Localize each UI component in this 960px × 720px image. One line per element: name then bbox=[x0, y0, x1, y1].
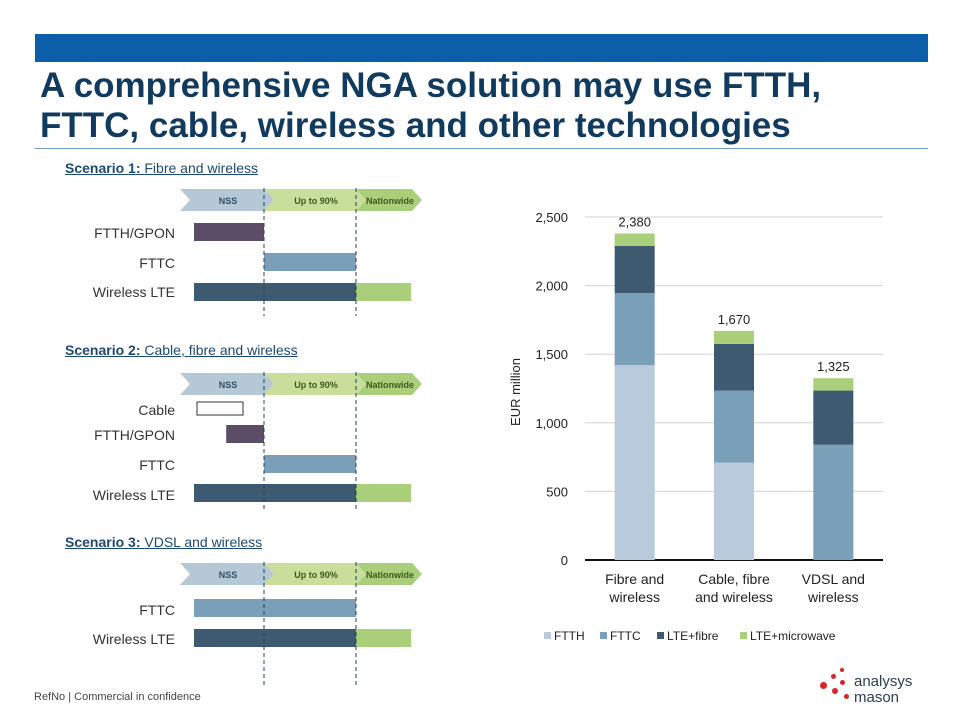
technology-bar bbox=[194, 629, 356, 647]
total-data-label: 1,670 bbox=[718, 312, 751, 327]
page-title: A comprehensive NGA solution may use FTT… bbox=[40, 66, 940, 146]
scenario-1-row-label: Wireless LTE bbox=[92, 284, 175, 300]
phase-label: Nationwide bbox=[366, 380, 414, 390]
scenario-2-row-label: FTTH/GPON bbox=[94, 427, 175, 443]
logo-dot bbox=[844, 694, 849, 699]
logo-line-2: mason bbox=[854, 689, 900, 706]
phase-chevron bbox=[180, 189, 274, 211]
bar-segment-ftth bbox=[614, 365, 655, 560]
phase-chevron bbox=[356, 189, 422, 211]
x-tick-label: wireless bbox=[608, 589, 660, 605]
technology-bar bbox=[356, 283, 412, 301]
logo-dot bbox=[840, 680, 845, 685]
technology-bar bbox=[194, 283, 356, 301]
bar-segment-lte-fibre bbox=[813, 390, 854, 445]
phase-label: Nationwide bbox=[366, 196, 414, 206]
legend-entry: LTE+fibre bbox=[667, 629, 719, 643]
legend-entry: FTTH bbox=[554, 629, 585, 643]
y-tick-label: 1,000 bbox=[535, 416, 568, 431]
title-divider bbox=[35, 148, 928, 149]
legend-entry: FTTC bbox=[610, 629, 641, 643]
scenario-2-title: Scenario 2: Cable, fibre and wireless bbox=[65, 342, 298, 358]
total-data-label: 1,325 bbox=[817, 359, 850, 374]
scenario-2-row-label: FTTC bbox=[139, 457, 175, 473]
phase-chevron bbox=[180, 563, 274, 585]
total-data-label: 2,380 bbox=[618, 214, 651, 229]
phase-chevron bbox=[264, 373, 366, 395]
bar-segment-fttc bbox=[813, 444, 854, 560]
phase-label: Up to 90% bbox=[294, 196, 338, 206]
y-tick-label: 1,500 bbox=[535, 347, 568, 362]
technology-bar bbox=[356, 484, 412, 502]
y-tick-label: 2,000 bbox=[535, 279, 568, 294]
bar-segment-ftth bbox=[714, 462, 754, 560]
x-tick-label: Fibre and bbox=[605, 571, 664, 587]
header-bar bbox=[35, 34, 928, 62]
scenario-3-title: Scenario 3: VDSL and wireless bbox=[65, 534, 263, 550]
scenario-1-row-label: FTTC bbox=[139, 255, 175, 271]
bar-segment-lte-fibre bbox=[714, 343, 754, 391]
phase-label: Up to 90% bbox=[294, 380, 338, 390]
logo-dot bbox=[831, 674, 836, 679]
scenario-3-row-label: FTTC bbox=[139, 602, 175, 618]
phase-label: NSS bbox=[219, 380, 238, 390]
legend-swatch bbox=[740, 632, 747, 639]
phase-label: NSS bbox=[219, 570, 238, 580]
x-tick-label: Cable, fibre bbox=[698, 571, 770, 587]
y-tick-label: 0 bbox=[561, 553, 568, 568]
logo-dot bbox=[820, 682, 827, 689]
scenario-3-row-label: Wireless LTE bbox=[92, 631, 175, 647]
bar-segment-lte-fibre bbox=[614, 245, 655, 294]
phase-chevron bbox=[180, 373, 274, 395]
technology-bar bbox=[264, 253, 356, 271]
bar-segment-lte-microwave bbox=[614, 233, 655, 246]
phase-chevron bbox=[264, 563, 366, 585]
title-line-1: A comprehensive NGA solution may use FTT… bbox=[40, 66, 822, 105]
scenario-1-title: Scenario 1: Fibre and wireless bbox=[65, 160, 258, 176]
scenario-1-row-label: FTTH/GPON bbox=[94, 225, 175, 241]
technology-bar bbox=[196, 401, 244, 416]
x-tick-label: VDSL and bbox=[802, 571, 865, 587]
y-axis-label: EUR million bbox=[508, 358, 523, 426]
phase-label: Nationwide bbox=[366, 570, 414, 580]
technology-bar bbox=[194, 599, 356, 617]
y-tick-label: 2,500 bbox=[535, 210, 568, 225]
legend-swatch bbox=[544, 632, 551, 639]
phase-chevron bbox=[356, 563, 422, 585]
x-tick-label: wireless bbox=[807, 589, 859, 605]
bar-segment-lte-microwave bbox=[714, 330, 754, 344]
logo-dot bbox=[840, 668, 844, 672]
footer-text: RefNo | Commercial in confidence bbox=[34, 691, 201, 703]
phase-chevron bbox=[264, 189, 366, 211]
technology-bar bbox=[264, 455, 356, 473]
x-tick-label: and wireless bbox=[695, 589, 773, 605]
legend-swatch bbox=[600, 632, 607, 639]
technology-bar bbox=[356, 629, 412, 647]
scenario-2-row-label: Wireless LTE bbox=[92, 487, 175, 503]
y-tick-label: 500 bbox=[546, 484, 568, 499]
phase-label: NSS bbox=[219, 196, 238, 206]
technology-bar bbox=[194, 484, 356, 502]
phase-label: Up to 90% bbox=[294, 570, 338, 580]
technology-bar bbox=[194, 223, 264, 241]
bar-segment-fttc bbox=[614, 293, 655, 366]
bar-segment-fttc bbox=[714, 390, 754, 463]
logo-line-1: analysys bbox=[854, 673, 913, 690]
technology-bar bbox=[226, 425, 264, 443]
scenario-2-row-label: Cable bbox=[138, 402, 175, 418]
logo-dot bbox=[832, 688, 838, 694]
bar-segment-lte-microwave bbox=[813, 378, 854, 391]
legend-entry: LTE+microwave bbox=[750, 629, 836, 643]
company-logo: analysys mason bbox=[818, 664, 936, 708]
legend-swatch bbox=[657, 632, 664, 639]
phase-chevron bbox=[356, 373, 422, 395]
title-line-2: FTTC, cable, wireless and other technolo… bbox=[40, 106, 791, 145]
